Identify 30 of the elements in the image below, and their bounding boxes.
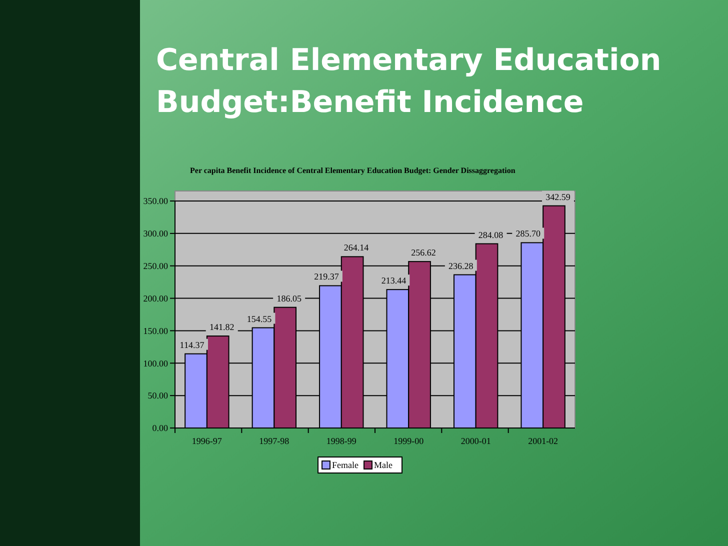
x-tick-label: 2001-02: [528, 436, 558, 446]
data-label: 213.44: [381, 276, 407, 286]
legend-label: Female: [332, 460, 358, 470]
y-tick-label: 0.00: [152, 423, 168, 434]
y-tick-label: 150.00: [143, 326, 168, 336]
data-label: 256.62: [411, 248, 436, 258]
y-tick-label: 100.00: [143, 358, 168, 368]
data-label: 284.08: [478, 230, 504, 240]
data-label: 285.70: [516, 228, 542, 239]
data-label: 141.82: [209, 322, 234, 332]
data-label: 342.59: [546, 192, 571, 202]
data-label: 186.05: [276, 293, 302, 304]
data-label: 114.37: [180, 340, 205, 350]
x-tick-label: 1998-99: [326, 436, 357, 446]
x-tick-label: 1996-97: [192, 436, 222, 446]
y-tick-label: 300.00: [143, 228, 168, 239]
y-tick-label: 350.00: [143, 196, 168, 206]
chart-title: Central Elementary Education Budget:Benefit Incidence: [156, 43, 662, 120]
data-label: 236.28: [448, 260, 474, 271]
x-tick-label: 1997-98: [259, 436, 290, 446]
x-tick-label: 1999-00: [394, 436, 424, 446]
chart-subtitle: Per capita Benefit Incidence of Central Elementary Education Budget: Gender Dissaggregation: [190, 166, 516, 175]
data-label: 154.55: [246, 314, 272, 324]
data-label: 264.14: [344, 242, 370, 253]
data-label: 219.37: [314, 272, 340, 282]
x-tick-label: 2000-01: [460, 436, 491, 446]
legend-label: Male: [374, 460, 392, 470]
y-tick-label: 200.00: [143, 293, 168, 304]
y-tick-label: 50.00: [148, 390, 168, 401]
y-tick-label: 250.00: [143, 261, 168, 272]
